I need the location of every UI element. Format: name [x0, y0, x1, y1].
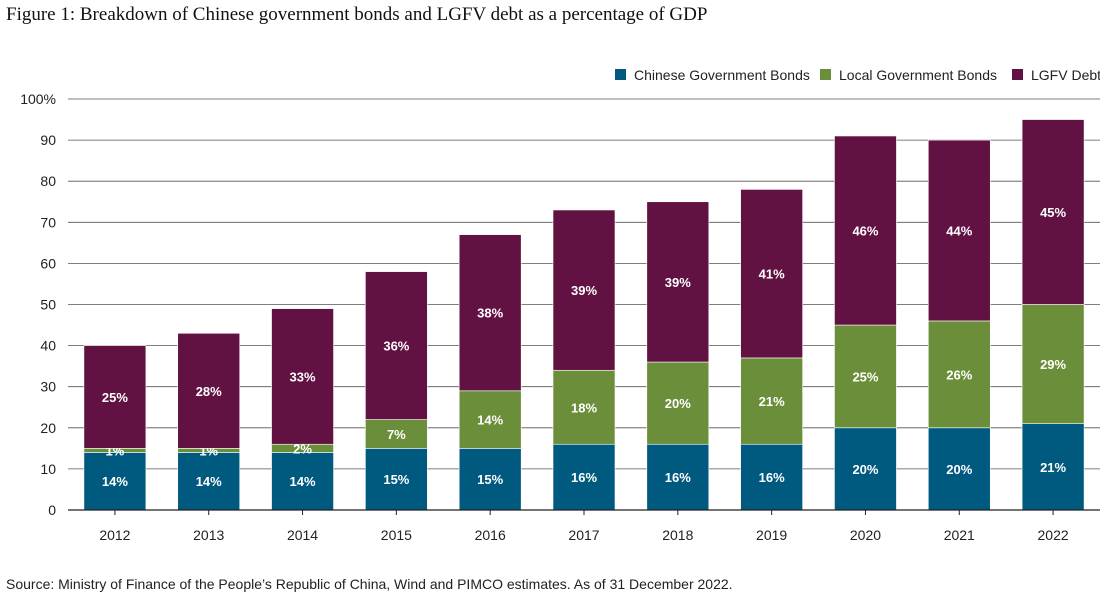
bar-data-label: 29% — [1040, 357, 1066, 372]
bar-segment[interactable] — [834, 135, 897, 326]
y-tick-label: 0 — [48, 502, 56, 518]
bar-segment[interactable] — [834, 324, 897, 429]
y-tick-label: 10 — [40, 461, 56, 477]
bar-data-label: 15% — [477, 472, 503, 487]
y-tick-label: 40 — [40, 338, 56, 354]
x-tick-label: 2019 — [756, 527, 787, 543]
bar-data-label: 33% — [290, 369, 316, 384]
x-tick-label: 2013 — [193, 527, 224, 543]
chart-title: Figure 1: Breakdown of Chinese governmen… — [6, 4, 708, 25]
bar-segment[interactable] — [458, 390, 522, 449]
bar-segment[interactable] — [83, 452, 147, 511]
bar-data-label: 26% — [946, 367, 972, 382]
bar-data-label: 25% — [852, 369, 878, 384]
bar-data-label: 15% — [383, 472, 409, 487]
bar-segment[interactable] — [834, 427, 897, 511]
bar-data-label: 46% — [852, 224, 878, 239]
y-tick-label: 60 — [40, 255, 56, 271]
y-tick-label: 100% — [20, 91, 56, 107]
bar-segment[interactable] — [740, 443, 803, 511]
x-tick-label: 2020 — [850, 527, 881, 543]
bar-data-label: 39% — [571, 283, 597, 298]
bar-segment[interactable] — [365, 271, 428, 420]
bar-segment[interactable] — [740, 357, 803, 445]
bar-segment[interactable] — [458, 448, 522, 511]
x-tick-label: 2022 — [1038, 527, 1069, 543]
bar-segment[interactable] — [83, 345, 147, 449]
legend-label: Local Government Bonds — [839, 67, 997, 83]
legend-swatch — [615, 69, 626, 80]
y-tick-label: 80 — [40, 173, 56, 189]
x-tick-label: 2021 — [944, 527, 975, 543]
legend-label: LGFV Debt — [1031, 67, 1100, 83]
x-tick-label: 2015 — [381, 527, 412, 543]
bar-data-label: 2% — [293, 441, 312, 456]
bar-data-label: 14% — [102, 474, 128, 489]
y-tick-label: 20 — [40, 420, 56, 436]
legend-swatch — [820, 69, 831, 80]
bar-segment[interactable] — [1021, 119, 1085, 305]
y-tick-label: 90 — [40, 132, 56, 148]
bar-data-label: 20% — [665, 396, 691, 411]
bar-data-label: 16% — [665, 470, 691, 485]
x-tick-label: 2016 — [475, 527, 506, 543]
source-note: Source: Ministry of Finance of the Peopl… — [6, 576, 733, 592]
bar-data-label: 38% — [477, 306, 503, 321]
bar-segment[interactable] — [365, 448, 428, 511]
bar-data-label: 41% — [759, 267, 785, 282]
bar-data-label: 18% — [571, 400, 597, 415]
bar-data-label: 7% — [387, 427, 406, 442]
legend-swatch — [1012, 69, 1023, 80]
bar-data-label: 14% — [290, 474, 316, 489]
bar-segment[interactable] — [458, 234, 522, 392]
bar-segment[interactable] — [365, 419, 428, 449]
bar-segment[interactable] — [271, 308, 334, 445]
x-axis: 2012 2013 2014 2015 2016 2017 2018 2019 2020 2021… — [68, 509, 1100, 543]
bar-segment[interactable] — [1021, 304, 1085, 424]
bar-data-label: 16% — [571, 470, 597, 485]
bar-data-label: 20% — [852, 462, 878, 477]
bar-data-label: 16% — [759, 470, 785, 485]
bar-data-label: 44% — [946, 224, 972, 239]
bar-data-label: 45% — [1040, 205, 1066, 220]
legend-label: Chinese Government Bonds — [634, 67, 810, 83]
bar-data-label: 36% — [383, 339, 409, 354]
y-tick-label: 30 — [40, 379, 56, 395]
bar-segment[interactable] — [552, 209, 616, 371]
bar-segment[interactable] — [1021, 423, 1085, 511]
bar-data-label: 21% — [759, 394, 785, 409]
bar-data-label: 28% — [196, 384, 222, 399]
bar-data-label: 20% — [946, 462, 972, 477]
bar-segment[interactable] — [177, 452, 241, 511]
bar-segment[interactable] — [177, 332, 241, 449]
bar-segment[interactable] — [927, 427, 991, 511]
bar-segment[interactable] — [646, 201, 710, 363]
y-tick-label: 70 — [40, 214, 56, 230]
bar-segment[interactable] — [646, 443, 710, 511]
y-axis: 0 10 20 30 40 50 60 70 80 90 100% — [20, 91, 56, 518]
bars: 14%1%25%14%1%28%14%2%33%15%7%36%15%14%38… — [83, 119, 1085, 511]
bar-data-label: 25% — [102, 390, 128, 405]
bar-segment[interactable] — [740, 189, 803, 359]
bar-segment[interactable] — [927, 320, 991, 429]
bar-segment[interactable] — [271, 452, 334, 511]
bar-segment[interactable] — [927, 139, 991, 322]
x-tick-label: 2017 — [568, 527, 599, 543]
bar-data-label: 14% — [196, 474, 222, 489]
bar-segment[interactable] — [552, 443, 616, 511]
bar-data-label: 39% — [665, 275, 691, 290]
x-tick-label: 2014 — [287, 527, 318, 543]
bar-data-label: 14% — [477, 413, 503, 428]
bar-data-label: 21% — [1040, 460, 1066, 475]
y-tick-label: 50 — [40, 297, 56, 313]
bar-segment[interactable] — [552, 369, 616, 445]
x-tick-label: 2018 — [662, 527, 693, 543]
legend: Chinese Government Bonds Local Government… — [615, 67, 1100, 83]
x-tick-label: 2012 — [99, 527, 130, 543]
